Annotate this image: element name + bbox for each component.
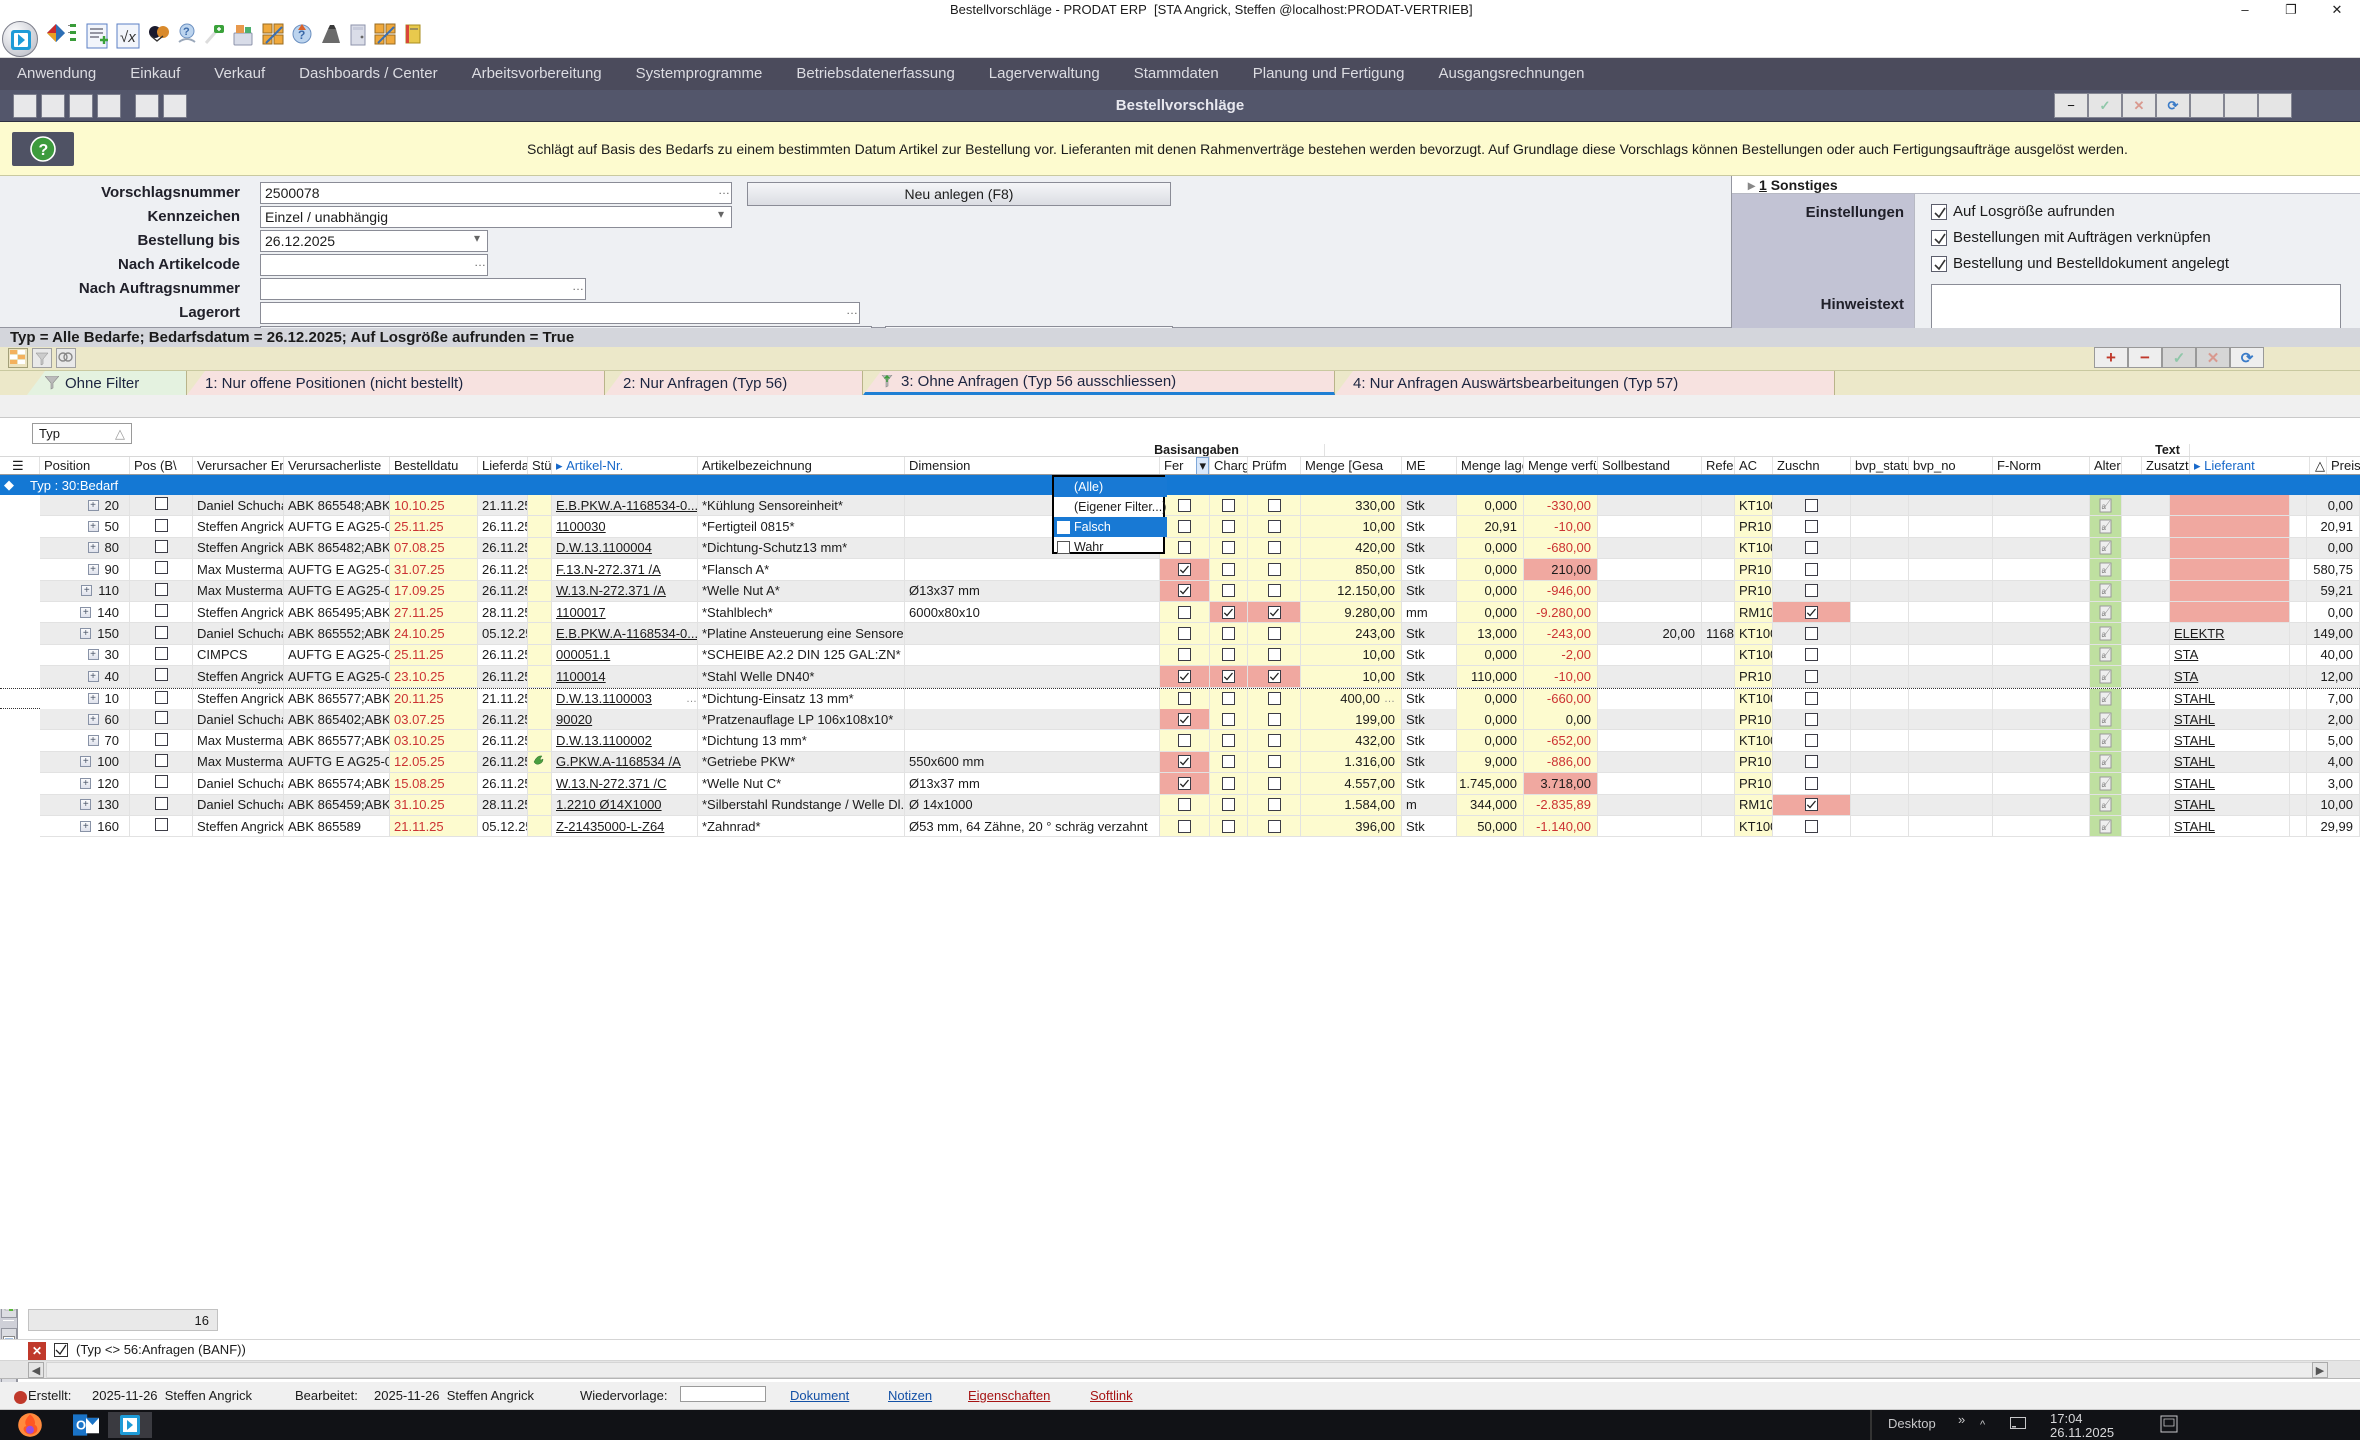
svg-text:a: a xyxy=(2102,823,2107,832)
svg-text:a: a xyxy=(2102,651,2107,660)
svg-text:a: a xyxy=(2102,801,2107,810)
svg-text:a: a xyxy=(2102,566,2107,575)
svg-text:?: ? xyxy=(183,26,190,38)
svg-text:a: a xyxy=(2102,780,2107,789)
svg-text:a: a xyxy=(2102,523,2107,532)
svg-text:a: a xyxy=(2102,695,2107,704)
svg-text:a: a xyxy=(2102,502,2107,511)
svg-text:a: a xyxy=(2102,716,2107,725)
svg-text:a: a xyxy=(2102,609,2107,618)
svg-text:a: a xyxy=(2102,630,2107,639)
svg-text:a: a xyxy=(2102,758,2107,767)
svg-text:a: a xyxy=(2102,544,2107,553)
svg-text:a: a xyxy=(2102,673,2107,682)
svg-text:a: a xyxy=(2102,587,2107,596)
svg-text:?: ? xyxy=(298,28,305,42)
svg-text:?: ? xyxy=(39,142,49,159)
svg-text:√x: √x xyxy=(120,29,136,46)
svg-text:O: O xyxy=(76,1418,86,1433)
svg-text:a: a xyxy=(2102,737,2107,746)
